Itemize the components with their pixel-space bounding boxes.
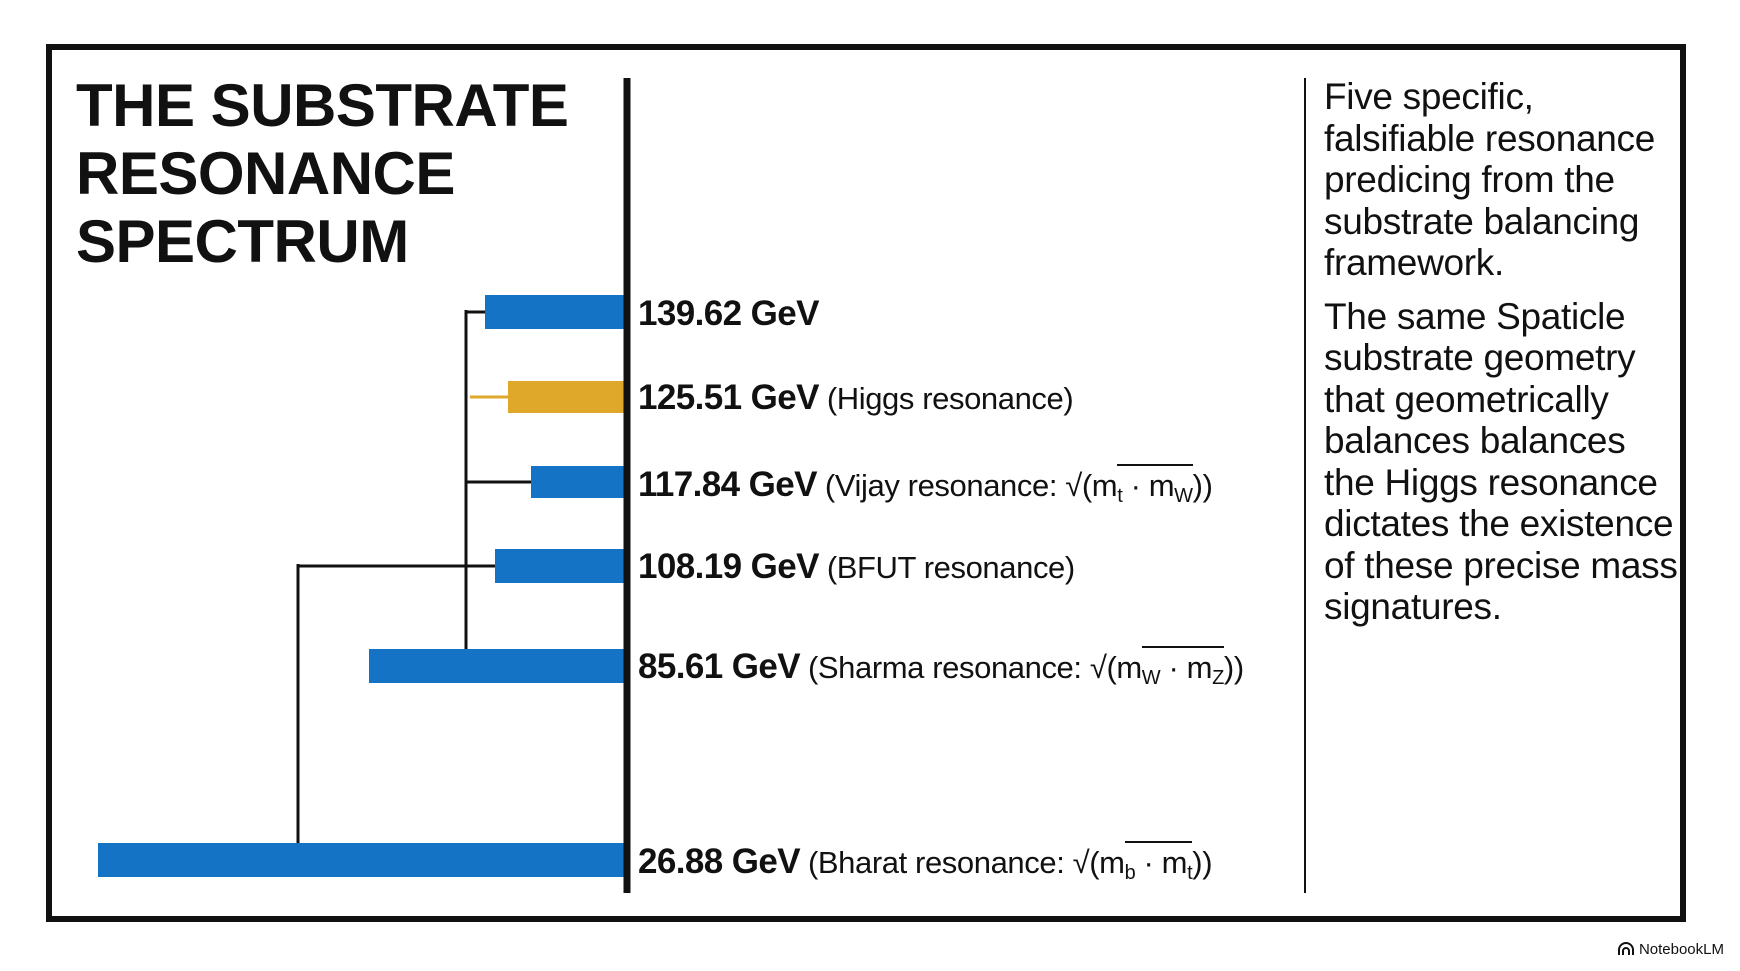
resonance-label-85: 85.61 GeV (Sharma resonance: √(mW · mZ)) bbox=[638, 645, 1244, 689]
resonance-label-108: 108.19 GeV (BFUT resonance) bbox=[638, 545, 1075, 589]
resonance-bar bbox=[508, 381, 624, 413]
resonance-bar bbox=[98, 843, 624, 877]
resonance-label-125: 125.51 GeV (Higgs resonance) bbox=[638, 376, 1074, 420]
resonance-bar bbox=[369, 649, 624, 683]
notebooklm-icon bbox=[1617, 942, 1634, 955]
resonance-note: (Higgs resonance) bbox=[826, 381, 1074, 416]
resonance-label-139: 139.62 GeV bbox=[638, 292, 819, 336]
mass-value: 139.62 GeV bbox=[638, 294, 819, 333]
mass-value: 108.19 GeV bbox=[638, 547, 819, 586]
notebooklm-badge: NotebookLM bbox=[1617, 939, 1724, 959]
title-line-1: THE SUBSTRATE bbox=[76, 72, 569, 139]
side-paragraph-1: Five specific, falsifiable resonance pre… bbox=[1324, 76, 1656, 283]
badge-label: NotebookLM bbox=[1638, 940, 1724, 958]
mass-value: 125.51 GeV bbox=[638, 378, 819, 417]
diagram-frame bbox=[46, 44, 1686, 922]
side-paragraph-2: The same Spaticle substrate geometry tha… bbox=[1324, 295, 1678, 628]
resonance-bar bbox=[495, 549, 624, 583]
mass-value: 117.84 GeV bbox=[638, 465, 817, 504]
resonance-note: (BFUT resonance) bbox=[826, 550, 1075, 585]
mass-value: 85.61 GeV bbox=[638, 647, 801, 686]
resonance-note: (Sharma resonance: √(mW · mZ)) bbox=[808, 646, 1244, 688]
resonance-note: (Bharat resonance: √(mb · mt)) bbox=[808, 841, 1213, 883]
resonance-bar bbox=[531, 466, 624, 498]
resonance-bar bbox=[485, 295, 624, 329]
resonance-note: (Vijay resonance: √(mt · mW)) bbox=[825, 464, 1213, 506]
resonance-label-117: 117.84 GeV (Vijay resonance: √(mt · mW)) bbox=[638, 463, 1213, 507]
title-line-2: RESONANCE bbox=[76, 140, 455, 207]
mass-value: 26.88 GeV bbox=[638, 842, 801, 881]
page-title: THE SUBSTRATE RESONANCE SPECTRUM bbox=[76, 72, 636, 276]
side-description: Five specific, falsifiable resonance pre… bbox=[1324, 76, 1684, 640]
title-line-3: SPECTRUM bbox=[76, 208, 409, 275]
resonance-label-26: 26.88 GeV (Bharat resonance: √(mb · mt)) bbox=[638, 840, 1213, 884]
